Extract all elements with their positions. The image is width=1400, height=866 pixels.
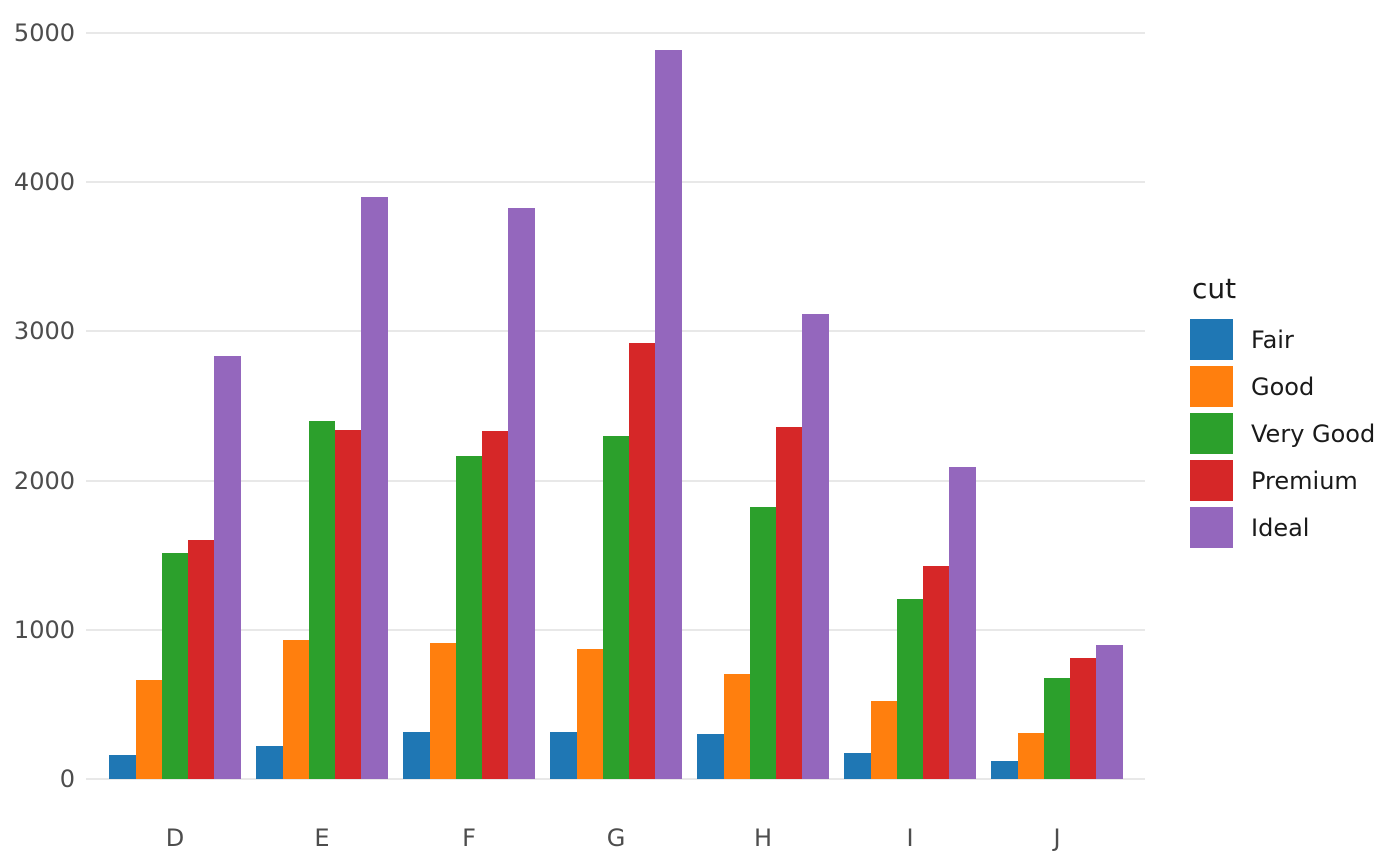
legend-label-ideal: Ideal [1251, 513, 1310, 542]
bar-i-good [870, 701, 897, 779]
legend-key-good-icon [1190, 366, 1233, 407]
legend-item-very-good: Very Good [1190, 413, 1375, 454]
legend-items: Fair Good Very Good Premium Ideal [1190, 319, 1375, 548]
bar-d-very-good [161, 553, 189, 779]
legend-key-premium-icon [1190, 460, 1233, 501]
bar-j-very-good [1043, 677, 1071, 779]
legend-item-premium: Premium [1190, 460, 1375, 501]
bar-j-premium [1070, 658, 1097, 779]
y-tick-label-5000: 5000 [13, 19, 75, 47]
gridline-3000 [86, 330, 1145, 333]
bar-d-premium [188, 539, 215, 779]
bar-h-good [723, 674, 750, 779]
gridline-5000 [86, 32, 1145, 34]
bar-e-ideal [361, 196, 388, 779]
bar-g-very-good [602, 435, 630, 779]
bar-i-fair [844, 752, 871, 779]
bar-g-good [576, 649, 603, 779]
legend: cut Fair Good Very Good Premium Ideal [1190, 272, 1375, 554]
bar-e-good [282, 639, 309, 779]
bar-h-very-good [749, 506, 777, 779]
y-tick-label-0: 0 [59, 765, 75, 793]
bar-e-fair [256, 745, 283, 779]
bar-g-fair [550, 732, 577, 779]
legend-key-fair-icon [1190, 319, 1233, 360]
bar-f-ideal [508, 208, 535, 779]
x-tick-label-e: E [314, 824, 330, 852]
legend-key-ideal-icon [1190, 507, 1233, 548]
x-tick-label-i: I [906, 824, 914, 852]
legend-item-ideal: Ideal [1190, 507, 1375, 548]
bar-e-very-good [308, 420, 336, 779]
y-tick-label-2000: 2000 [13, 466, 75, 495]
legend-label-fair: Fair [1251, 325, 1294, 354]
bar-d-fair [109, 754, 136, 779]
x-tick-label-j: J [1053, 824, 1061, 852]
bar-j-ideal [1096, 645, 1123, 779]
bar-g-premium [629, 342, 656, 779]
bar-d-good [135, 680, 162, 779]
legend-label-very-good: Very Good [1251, 419, 1376, 448]
bar-e-premium [335, 430, 362, 779]
bar-i-very-good [896, 599, 924, 779]
bar-h-premium [776, 426, 803, 779]
bar-d-ideal [214, 356, 241, 779]
y-tick-label-4000: 4000 [13, 168, 75, 197]
bar-f-good [429, 643, 456, 779]
gridline-4000 [86, 181, 1145, 184]
legend-title: cut [1192, 272, 1237, 305]
bar-j-fair [991, 761, 1018, 779]
bar-i-premium [923, 565, 950, 779]
y-tick-label-1000: 1000 [13, 615, 75, 644]
gridline-0 [86, 778, 1145, 780]
bar-h-fair [697, 733, 724, 779]
bar-j-good [1017, 733, 1044, 779]
bar-f-very-good [455, 456, 483, 779]
bar-i-ideal [949, 466, 976, 779]
x-tick-label-h: H [753, 824, 773, 852]
x-tick-label-d: D [165, 824, 185, 852]
x-tick-label-f: F [462, 824, 476, 852]
legend-label-premium: Premium [1251, 466, 1358, 495]
legend-key-very-good-icon [1190, 413, 1233, 454]
bar-h-ideal [802, 314, 829, 779]
legend-item-fair: Fair [1190, 319, 1375, 360]
x-tick-label-g: G [606, 824, 626, 852]
y-tick-label-3000: 3000 [13, 317, 75, 346]
legend-label-good: Good [1251, 372, 1315, 401]
legend-item-good: Good [1190, 366, 1375, 407]
bar-f-premium [482, 431, 509, 779]
bar-g-ideal [655, 50, 682, 779]
bar-f-fair [403, 732, 430, 779]
